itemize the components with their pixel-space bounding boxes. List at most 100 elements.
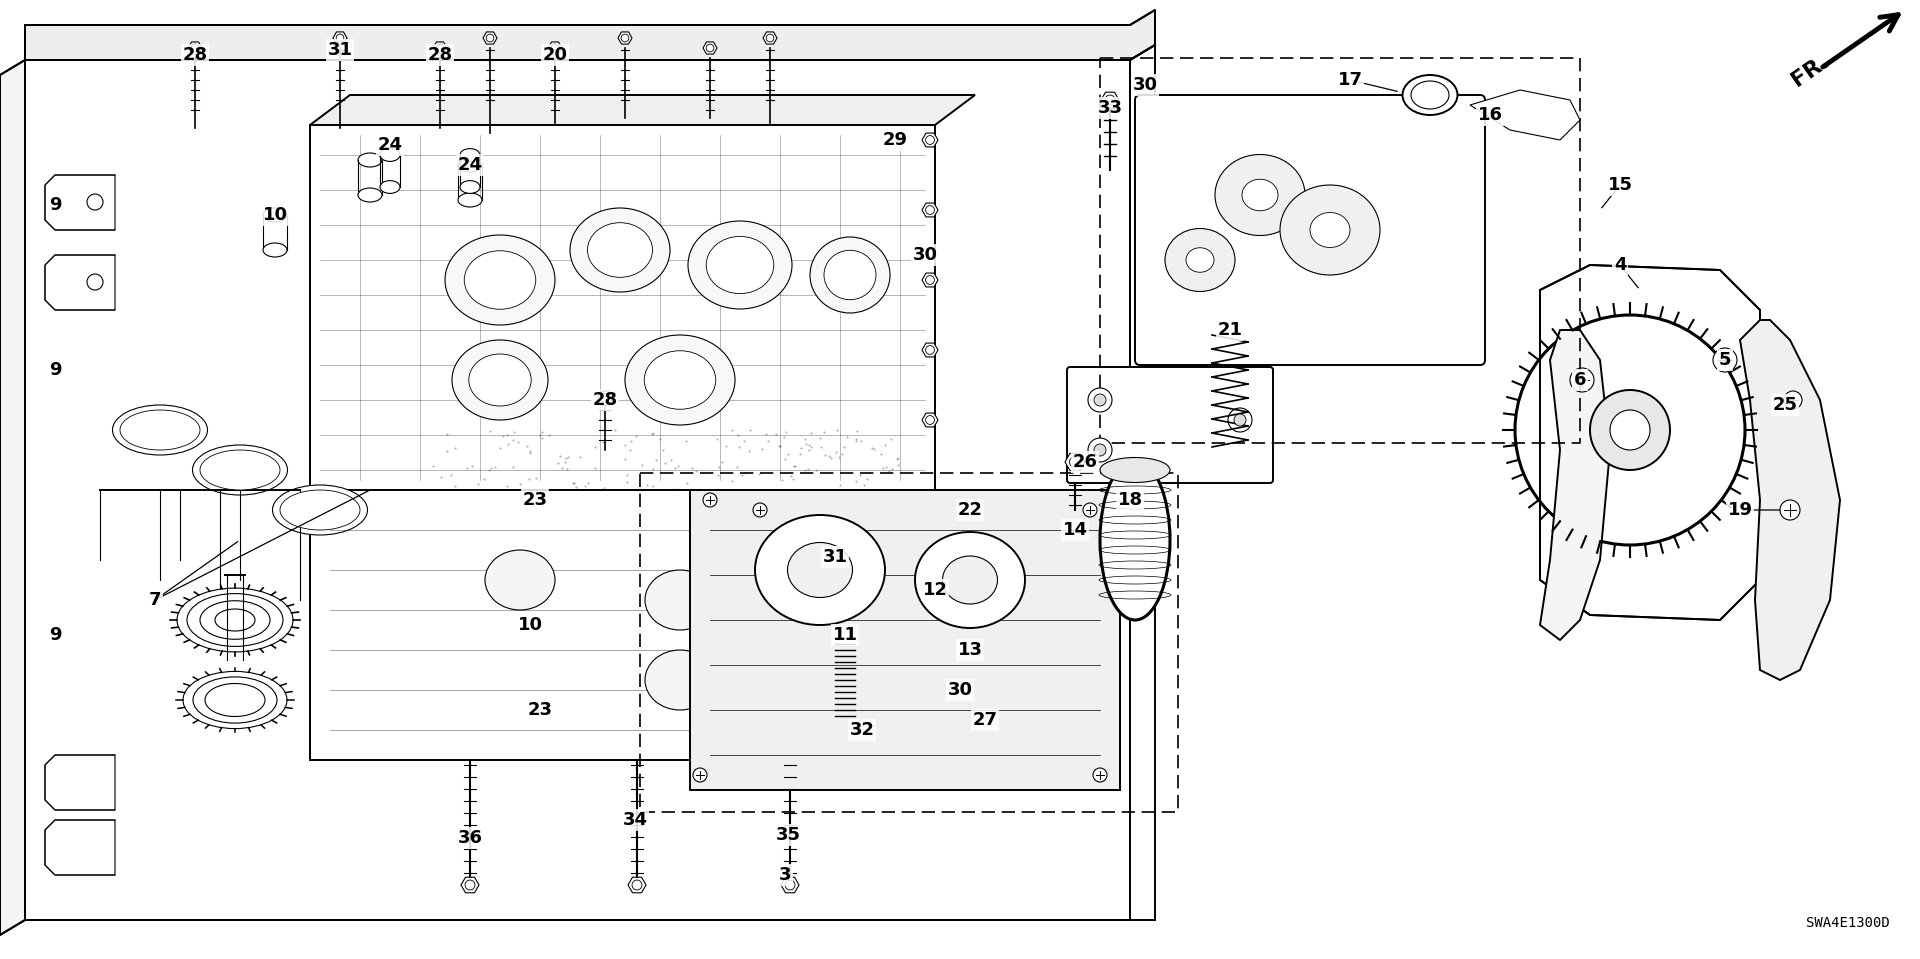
Ellipse shape bbox=[465, 250, 536, 309]
Circle shape bbox=[925, 135, 935, 145]
FancyBboxPatch shape bbox=[1068, 367, 1273, 483]
Ellipse shape bbox=[182, 671, 286, 729]
Ellipse shape bbox=[459, 193, 482, 207]
Text: 31: 31 bbox=[822, 548, 847, 566]
Text: 9: 9 bbox=[48, 196, 61, 214]
Polygon shape bbox=[547, 42, 563, 54]
Ellipse shape bbox=[787, 543, 852, 597]
Ellipse shape bbox=[486, 550, 555, 610]
Polygon shape bbox=[44, 255, 115, 310]
Polygon shape bbox=[618, 32, 632, 44]
Ellipse shape bbox=[943, 556, 998, 604]
Polygon shape bbox=[922, 203, 939, 217]
Ellipse shape bbox=[1187, 247, 1213, 272]
Polygon shape bbox=[703, 42, 716, 54]
Polygon shape bbox=[689, 490, 1119, 790]
Text: 7: 7 bbox=[148, 591, 161, 609]
Circle shape bbox=[785, 880, 795, 890]
Polygon shape bbox=[597, 391, 612, 405]
Polygon shape bbox=[332, 32, 348, 44]
Text: 11: 11 bbox=[833, 626, 858, 644]
Text: 12: 12 bbox=[922, 581, 947, 599]
Text: 4: 4 bbox=[1613, 256, 1626, 274]
Circle shape bbox=[1713, 348, 1738, 372]
Ellipse shape bbox=[645, 570, 714, 630]
Ellipse shape bbox=[273, 485, 367, 535]
Polygon shape bbox=[25, 60, 1131, 920]
Ellipse shape bbox=[357, 188, 382, 202]
Ellipse shape bbox=[215, 609, 255, 631]
Text: 30: 30 bbox=[912, 246, 937, 264]
Circle shape bbox=[1094, 444, 1106, 456]
Text: 9: 9 bbox=[48, 626, 61, 644]
Text: 26: 26 bbox=[1073, 453, 1098, 471]
Circle shape bbox=[1106, 95, 1116, 105]
Text: 21: 21 bbox=[1217, 321, 1242, 339]
Text: 28: 28 bbox=[428, 46, 453, 64]
Ellipse shape bbox=[357, 153, 382, 167]
Polygon shape bbox=[188, 42, 202, 54]
Polygon shape bbox=[1471, 90, 1580, 140]
Polygon shape bbox=[0, 60, 25, 935]
Polygon shape bbox=[1540, 330, 1611, 640]
Circle shape bbox=[436, 44, 444, 52]
Text: 24: 24 bbox=[378, 136, 403, 154]
Ellipse shape bbox=[380, 180, 399, 194]
Text: 32: 32 bbox=[849, 721, 874, 739]
Ellipse shape bbox=[1611, 410, 1649, 450]
Ellipse shape bbox=[1590, 390, 1670, 470]
Text: 6: 6 bbox=[1574, 371, 1586, 389]
Ellipse shape bbox=[626, 335, 735, 425]
Ellipse shape bbox=[468, 354, 532, 406]
Circle shape bbox=[1229, 408, 1252, 432]
Polygon shape bbox=[461, 877, 478, 893]
Ellipse shape bbox=[1281, 185, 1380, 275]
Polygon shape bbox=[781, 877, 799, 893]
Circle shape bbox=[925, 415, 935, 425]
Ellipse shape bbox=[200, 450, 280, 490]
Ellipse shape bbox=[1309, 213, 1350, 247]
Ellipse shape bbox=[1165, 228, 1235, 292]
Text: 23: 23 bbox=[528, 701, 553, 719]
Polygon shape bbox=[762, 32, 778, 44]
Ellipse shape bbox=[205, 684, 265, 716]
Ellipse shape bbox=[200, 600, 271, 640]
Ellipse shape bbox=[810, 237, 891, 313]
Circle shape bbox=[1780, 500, 1801, 520]
Polygon shape bbox=[434, 42, 447, 54]
Circle shape bbox=[622, 35, 630, 42]
Text: 31: 31 bbox=[328, 41, 353, 59]
Ellipse shape bbox=[645, 351, 716, 409]
Circle shape bbox=[1089, 438, 1112, 462]
Ellipse shape bbox=[588, 222, 653, 277]
Text: 20: 20 bbox=[543, 46, 568, 64]
Ellipse shape bbox=[445, 235, 555, 325]
Text: SWA4E1300D: SWA4E1300D bbox=[1807, 916, 1889, 930]
Text: 25: 25 bbox=[1772, 396, 1797, 414]
Polygon shape bbox=[309, 490, 935, 760]
Ellipse shape bbox=[113, 405, 207, 455]
Ellipse shape bbox=[194, 677, 276, 723]
Polygon shape bbox=[44, 755, 115, 810]
Ellipse shape bbox=[707, 237, 774, 293]
Text: 28: 28 bbox=[593, 391, 618, 409]
Circle shape bbox=[1092, 768, 1108, 782]
Polygon shape bbox=[922, 133, 939, 147]
Ellipse shape bbox=[687, 221, 791, 309]
Polygon shape bbox=[1740, 320, 1839, 680]
Ellipse shape bbox=[186, 594, 282, 646]
Circle shape bbox=[925, 345, 935, 355]
Text: 33: 33 bbox=[1098, 99, 1123, 117]
Ellipse shape bbox=[263, 208, 286, 222]
Circle shape bbox=[601, 393, 609, 403]
Circle shape bbox=[486, 35, 493, 42]
Ellipse shape bbox=[1411, 81, 1450, 109]
Text: 18: 18 bbox=[1117, 491, 1142, 509]
Ellipse shape bbox=[1215, 154, 1306, 236]
Circle shape bbox=[753, 503, 766, 517]
Circle shape bbox=[925, 205, 935, 215]
Circle shape bbox=[766, 35, 774, 42]
Ellipse shape bbox=[461, 180, 480, 194]
Polygon shape bbox=[1100, 92, 1119, 107]
Ellipse shape bbox=[916, 532, 1025, 628]
